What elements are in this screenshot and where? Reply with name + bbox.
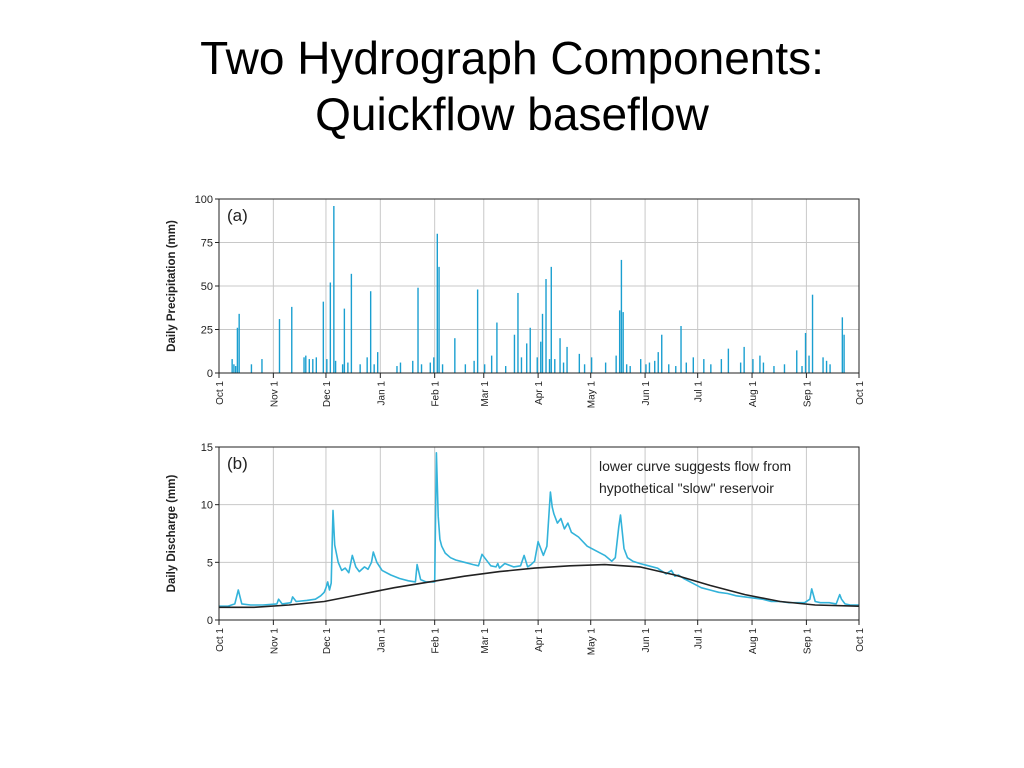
y-tick-label-0: 0 [207, 615, 213, 627]
x-tick-label-5: Mar 1 [480, 628, 491, 654]
x-tick-label-7: May 1 [587, 381, 598, 409]
x-tick-label-11: Sep 1 [802, 381, 813, 408]
y-tick-label-1: 25 [201, 325, 213, 337]
y-tick-label-2: 10 [201, 500, 213, 512]
precipitation-x-ticks: Oct 1 Nov 1 Dec 1 Jan 1 Feb 1 Mar 1 Apr 1 May 1… [215, 373, 866, 408]
x-tick-label-1: Nov 1 [269, 381, 280, 408]
y-tick-label-3: 15 [201, 442, 213, 454]
x-tick-label-11: Sep 1 [802, 628, 813, 655]
slide-title-line2: Quickflow baseflow [315, 88, 709, 140]
x-tick-label-0: Oct 1 [215, 628, 226, 652]
panel-a-label: (a) [227, 206, 248, 225]
precipitation-panel: 0 25 50 75 100 Oct 1 Nov 1 Dec 1 Jan 1 Feb 1 Mar … [166, 194, 866, 408]
discharge-y-ticks: 0 5 10 15 [201, 442, 219, 627]
x-tick-label-6: Apr 1 [534, 628, 545, 652]
x-tick-label-12: Oct 1 [855, 628, 866, 652]
x-tick-label-2: Dec 1 [322, 628, 333, 655]
x-tick-label-3: Jan 1 [376, 381, 387, 406]
discharge-plot-frame [218, 446, 860, 621]
y-tick-label-0: 0 [207, 368, 213, 380]
x-tick-label-4: Feb 1 [431, 628, 442, 654]
slide-title-line1: Two Hydrograph Components: [200, 32, 824, 84]
annotation-line1: lower curve suggests flow from [599, 458, 791, 474]
x-tick-label-9: Jul 1 [694, 628, 705, 650]
discharge-panel: 0 5 10 15 Oct 1 Nov 1 Dec 1 Jan 1 Feb 1 Mar 1 Apr… [166, 442, 866, 655]
slide-title: Two Hydrograph Components: Quickflow bas… [0, 30, 1024, 142]
x-tick-label-2: Dec 1 [322, 381, 333, 408]
annotation-line2: hypothetical "slow" reservoir [599, 480, 774, 496]
x-tick-label-4: Feb 1 [431, 381, 442, 407]
panel-b-label: (b) [227, 454, 248, 473]
y-tick-label-2: 50 [201, 281, 213, 293]
x-tick-label-12: Oct 1 [855, 381, 866, 405]
baseflow-series-line [219, 563, 860, 609]
x-tick-label-8: Jun 1 [641, 628, 652, 653]
x-tick-label-10: Aug 1 [748, 628, 759, 655]
x-tick-label-1: Nov 1 [269, 628, 280, 655]
x-tick-label-0: Oct 1 [215, 381, 226, 405]
x-tick-label-9: Jul 1 [694, 381, 705, 403]
x-tick-label-6: Apr 1 [534, 381, 545, 405]
discharge-x-ticks: Oct 1 Nov 1 Dec 1 Jan 1 Feb 1 Mar 1 Apr 1 May 1… [215, 620, 866, 655]
precipitation-grid [218, 198, 860, 374]
y-tick-label-3: 75 [201, 238, 213, 250]
y-tick-label-4: 100 [195, 194, 213, 206]
precipitation-y-axis-label: Daily Precipitation (mm) [166, 220, 178, 352]
precipitation-bars [231, 205, 845, 373]
x-tick-label-10: Aug 1 [748, 381, 759, 408]
x-tick-label-8: Jun 1 [641, 381, 652, 406]
x-tick-label-3: Jan 1 [376, 628, 387, 653]
precipitation-y-ticks: 0 25 50 75 100 [195, 194, 219, 380]
discharge-series-line [219, 452, 859, 607]
y-tick-label-1: 5 [207, 557, 213, 569]
discharge-y-axis-label: Daily Discharge (mm) [166, 475, 178, 593]
x-tick-label-7: May 1 [587, 628, 598, 656]
x-tick-label-5: Mar 1 [480, 381, 491, 407]
